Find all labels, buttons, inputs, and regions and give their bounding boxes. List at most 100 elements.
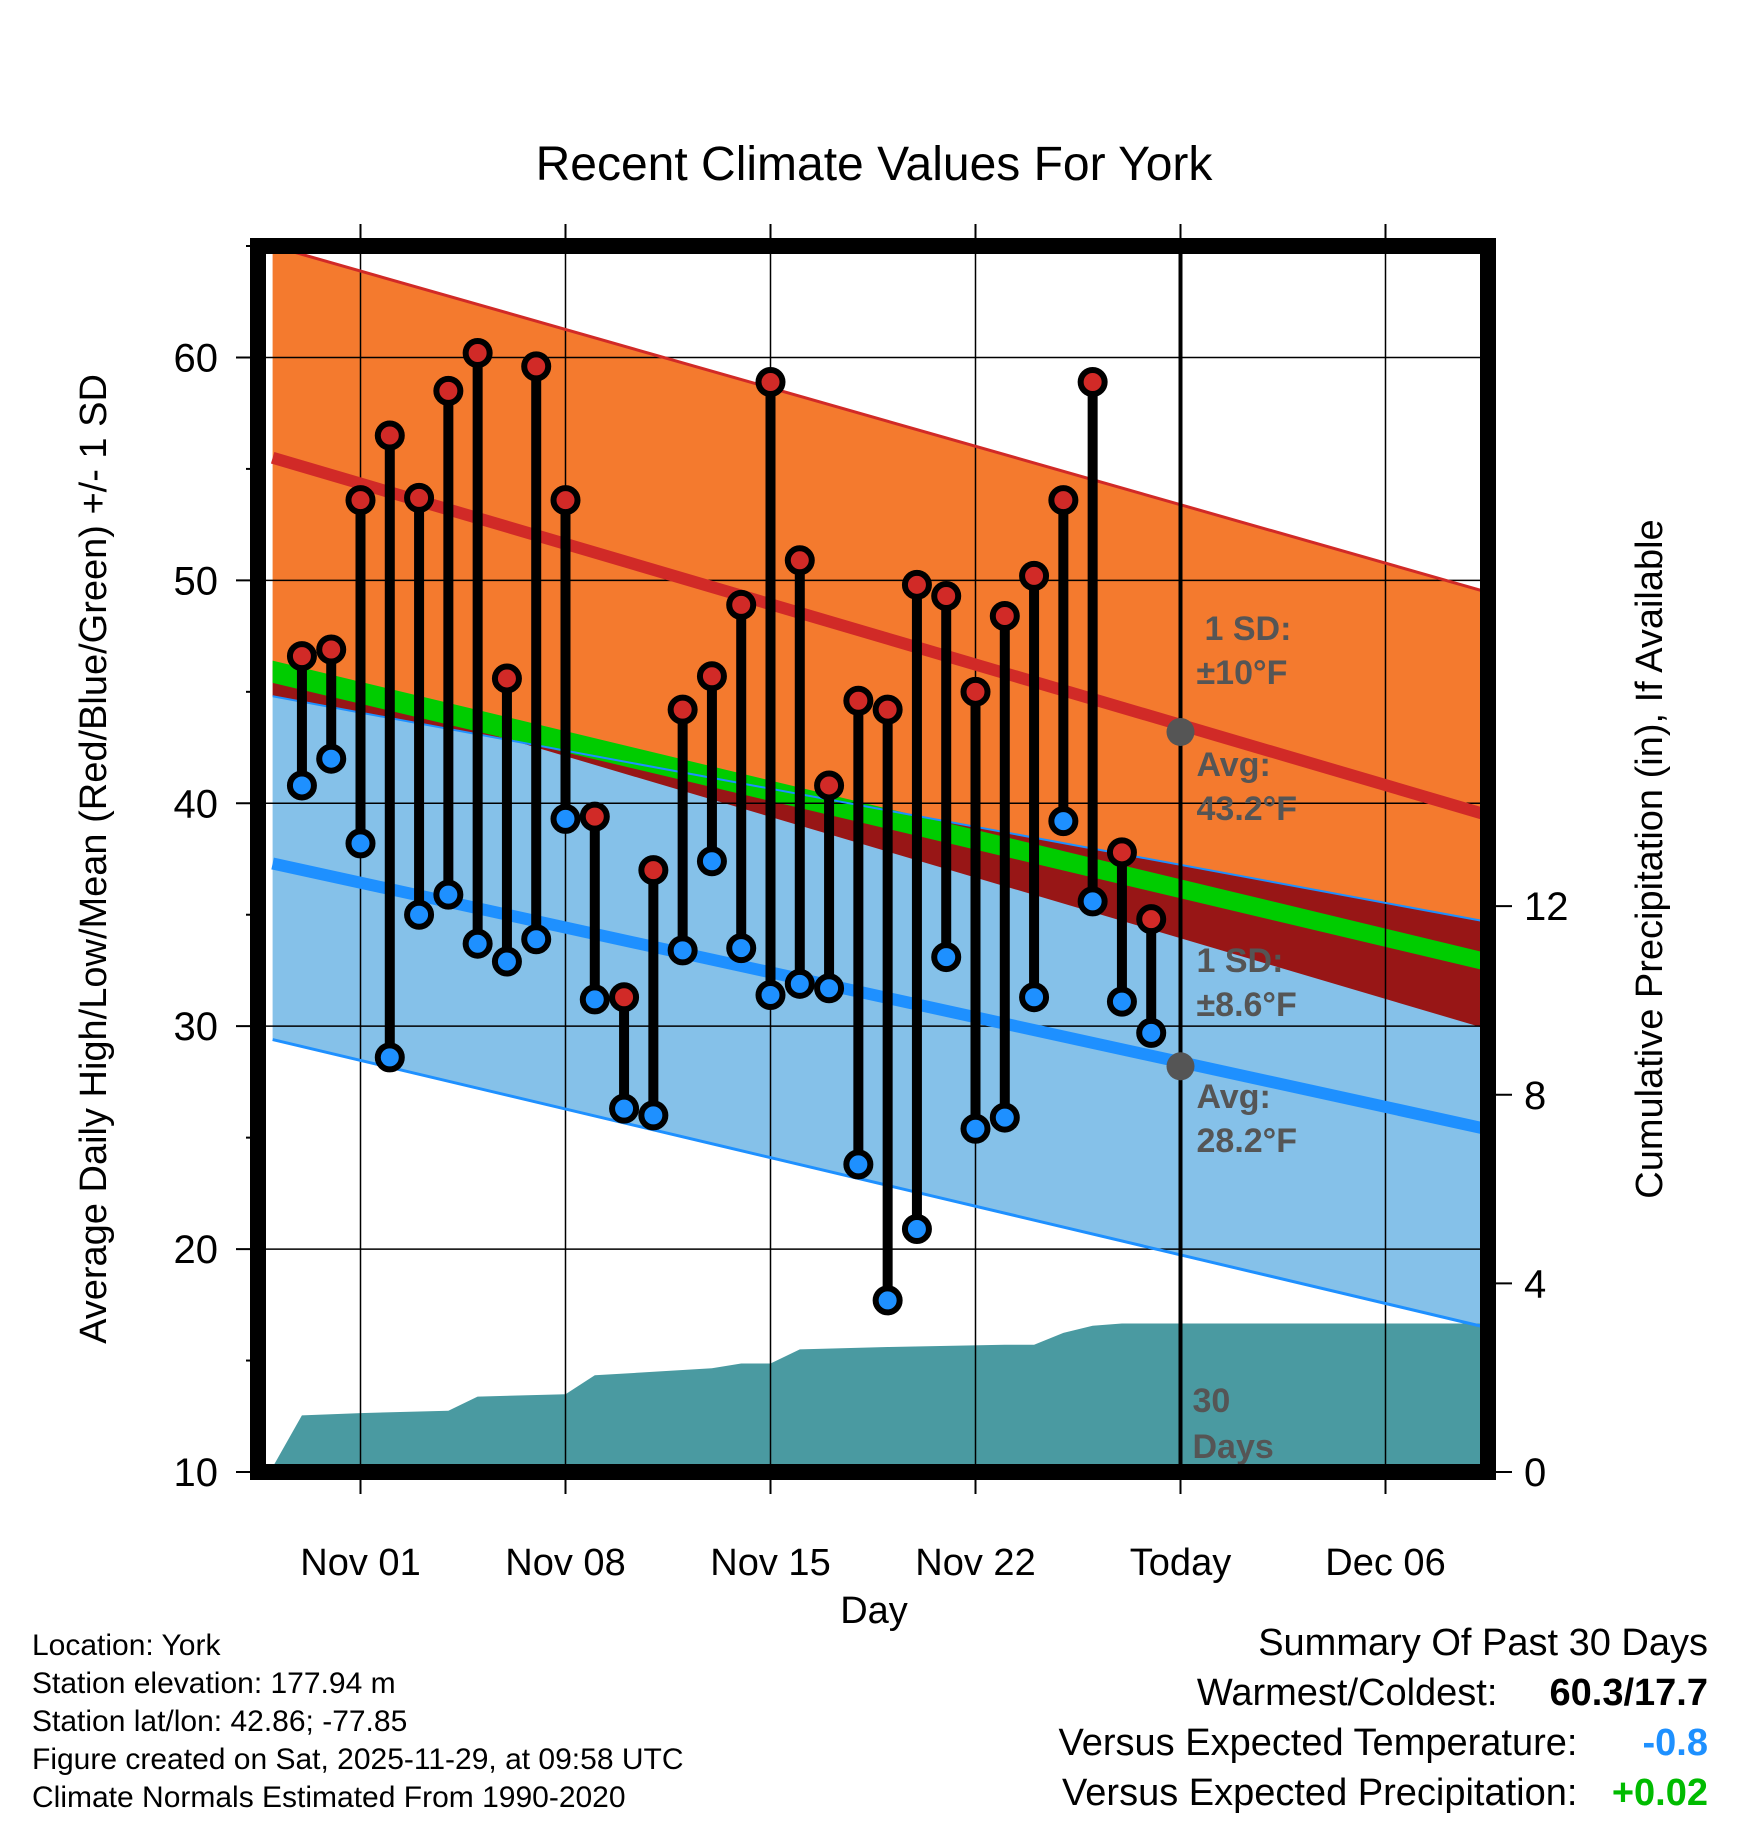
daily-low-point — [989, 1102, 1020, 1133]
normals-text: Climate Normals Estimated From 1990-2020 — [32, 1781, 626, 1814]
daily-low-point — [609, 1093, 640, 1124]
daily-high-point — [550, 485, 581, 516]
daily-high-point — [286, 641, 317, 672]
x-tick-label: Today — [1130, 1542, 1231, 1584]
high-sd-value: ±10°F — [1197, 654, 1288, 692]
daily-high-point — [1136, 904, 1167, 935]
daily-high-point — [755, 366, 786, 397]
summary-warm-cold-row: Warmest/Coldest: 60.3/17.7 — [1059, 1672, 1708, 1722]
daily-low-point — [579, 984, 610, 1015]
low-avg-marker — [1166, 1052, 1195, 1081]
daily-high-point — [316, 634, 347, 665]
low-sd-label: 1 SD: — [1197, 942, 1284, 980]
elevation-text: Station elevation: 177.94 m — [32, 1667, 396, 1700]
daily-low-point — [667, 935, 698, 966]
daily-low-point — [462, 928, 493, 959]
x-tick-label: Nov 22 — [915, 1542, 1035, 1584]
plot-area — [258, 246, 1488, 1472]
y-right-tick-label: 4 — [1524, 1262, 1546, 1306]
summary-temp-row: Versus Expected Temperature: -0.8 — [1059, 1722, 1708, 1772]
temp-label: Versus Expected Temperature: — [1058, 1722, 1578, 1764]
daily-high-point — [1048, 485, 1079, 516]
summary-precip-row: Versus Expected Precipitation: +0.02 — [1059, 1772, 1708, 1822]
daily-low-point — [433, 879, 464, 910]
daily-low-point — [784, 968, 815, 999]
daily-high-point — [872, 694, 903, 725]
daily-low-point — [316, 743, 347, 774]
warm-cold-value: 60.3/17.7 — [1549, 1672, 1708, 1714]
high-avg-value: 43.2°F — [1197, 790, 1298, 828]
x-axis-label: Day — [840, 1590, 908, 1632]
low-lower-line — [272, 1038, 1486, 1329]
high-upper-line — [272, 246, 1486, 593]
daily-high-point — [960, 676, 991, 707]
y-right-tick-label: 0 — [1524, 1451, 1546, 1495]
precip-label: Versus Expected Precipitation: — [1062, 1772, 1578, 1814]
daily-high-point — [1106, 837, 1137, 868]
daily-low-point — [491, 946, 522, 977]
location-text: Location: York — [32, 1629, 221, 1662]
y-tick-label: 60 — [174, 336, 219, 380]
daily-high-point — [931, 580, 962, 611]
daily-low-point — [931, 942, 962, 973]
daily-high-point — [784, 545, 815, 576]
daily-low-point — [550, 803, 581, 834]
station-info: Location: York Station elevation: 177.94… — [32, 1627, 684, 1817]
daily-high-point — [696, 661, 727, 692]
daily-high-point — [345, 485, 376, 516]
daily-low-point — [374, 1042, 405, 1073]
daily-low-point — [726, 933, 757, 964]
latlon-text: Station lat/lon: 42.86; -77.85 — [32, 1705, 408, 1738]
high-avg-marker — [1166, 717, 1195, 746]
daily-low-point — [1136, 1017, 1167, 1048]
overlap-band — [272, 669, 1486, 1029]
y-tick-label: 40 — [174, 782, 219, 826]
x-tick-label: Nov 08 — [505, 1542, 625, 1584]
daily-high-point — [579, 801, 610, 832]
daily-low-point — [404, 899, 435, 930]
temp-value: -0.8 — [1642, 1722, 1708, 1764]
daily-high-point — [433, 375, 464, 406]
y-axis-label-left: Average Daily High/Low/Mean (Red/Blue/Gr… — [73, 374, 115, 1344]
daily-high-point — [462, 337, 493, 368]
daily-low-point — [345, 828, 376, 859]
precip-value: +0.02 — [1611, 1772, 1708, 1814]
daily-low-point — [755, 979, 786, 1010]
daily-low-point — [1106, 986, 1137, 1017]
summary-title: Summary Of Past 30 Days — [1258, 1622, 1708, 1664]
daily-high-point — [609, 982, 640, 1013]
created-text: Figure created on Sat, 2025-11-29, at 09… — [32, 1743, 684, 1776]
x-tick-label: Dec 06 — [1325, 1542, 1445, 1584]
daily-high-point — [638, 855, 669, 886]
precipitation-area — [272, 1323, 1486, 1472]
chart-axes: 10 20 30 40 50 60 0 4 8 12 Nov 01 Nov 08 Nov 15 Nov 2… — [174, 224, 1569, 1584]
daily-high-point — [1019, 560, 1050, 591]
daily-high-point — [901, 569, 932, 600]
warm-cold-label: Warmest/Coldest: — [1196, 1672, 1498, 1714]
daily-high-point — [521, 351, 552, 382]
daily-low-point — [1077, 886, 1108, 917]
days-count-label: 30 — [1193, 1382, 1231, 1420]
y-tick-label: 30 — [174, 1005, 219, 1049]
high-sd-label: 1 SD: — [1205, 610, 1292, 648]
plot-frame — [250, 238, 1496, 1480]
chart-title: Recent Climate Values For York — [536, 138, 1214, 191]
low-sd-value: ±8.6°F — [1197, 986, 1297, 1024]
daily-low-point — [960, 1113, 991, 1144]
chart-overlay: 1 SD: ±10°F Avg: 43.2°F 1 SD: ±8.6°F Avg: 28.2°… — [1193, 610, 1298, 1466]
daily-low-point — [1048, 806, 1079, 837]
x-tick-label: Nov 15 — [710, 1542, 830, 1584]
daily-high-point — [1077, 366, 1108, 397]
daily-high-point — [843, 685, 874, 716]
x-tick-label: Nov 01 — [300, 1542, 420, 1584]
summary-panel: Summary Of Past 30 Days Warmest/Coldest:… — [1059, 1622, 1708, 1822]
y-axis-label-right: Cumulative Precipitation (in), If Availa… — [1629, 519, 1671, 1198]
daily-high-point — [374, 420, 405, 451]
daily-low-point — [901, 1214, 932, 1245]
daily-high-point — [726, 589, 757, 620]
high-avg-label: Avg: — [1197, 746, 1271, 784]
daily-low-point — [872, 1285, 903, 1316]
daily-high-point — [491, 663, 522, 694]
daily-low-point — [286, 770, 317, 801]
